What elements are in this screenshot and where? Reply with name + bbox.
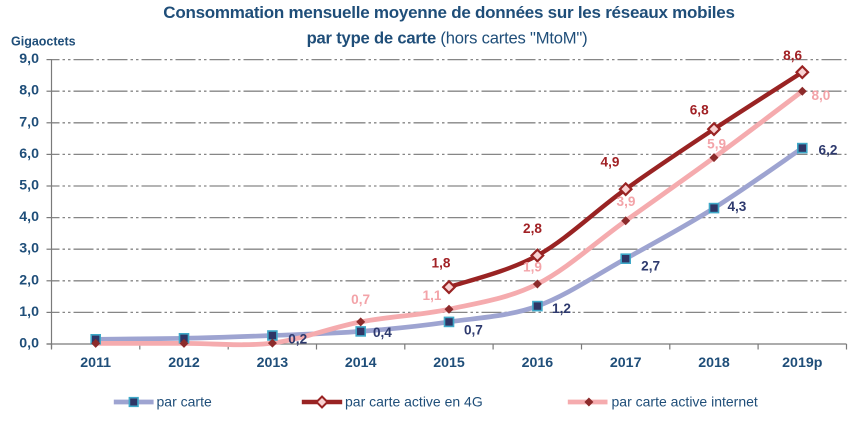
svg-text:5,9: 5,9 — [707, 136, 726, 151]
svg-text:1,8: 1,8 — [432, 256, 451, 271]
svg-text:1,2: 1,2 — [552, 301, 571, 316]
svg-text:2018: 2018 — [698, 355, 730, 371]
svg-text:4,0: 4,0 — [19, 209, 39, 225]
svg-text:Consommation mensuelle moyenne: Consommation mensuelle moyenne de donnée… — [163, 3, 734, 22]
svg-text:1,9: 1,9 — [523, 260, 542, 275]
svg-text:1,1: 1,1 — [423, 288, 442, 303]
svg-text:5,0: 5,0 — [19, 178, 39, 194]
svg-text:0,7: 0,7 — [351, 292, 370, 307]
svg-text:0,7: 0,7 — [464, 322, 483, 337]
svg-text:0,0: 0,0 — [19, 336, 39, 352]
svg-text:6,8: 6,8 — [690, 103, 709, 118]
svg-text:2014: 2014 — [345, 355, 377, 371]
svg-text:8,0: 8,0 — [811, 88, 830, 103]
svg-text:6,2: 6,2 — [819, 142, 838, 157]
svg-text:2017: 2017 — [610, 355, 642, 371]
svg-text:4,3: 4,3 — [727, 199, 746, 214]
svg-text:2011: 2011 — [80, 355, 111, 371]
svg-text:par carte: par carte — [157, 394, 212, 410]
svg-text:Gigaoctets: Gigaoctets — [11, 34, 76, 48]
svg-text:2015: 2015 — [433, 355, 465, 371]
svg-text:0,4: 0,4 — [373, 325, 392, 340]
svg-text:par carte active en 4G: par carte active en 4G — [345, 394, 483, 410]
svg-text:1,0: 1,0 — [19, 304, 39, 320]
svg-text:3,9: 3,9 — [617, 194, 636, 209]
svg-text:9,0: 9,0 — [19, 51, 39, 67]
svg-text:6,0: 6,0 — [19, 146, 39, 162]
svg-text:2012: 2012 — [168, 355, 200, 371]
svg-text:par type de carte (hors cartes: par type de carte (hors cartes "MtoM") — [307, 28, 588, 47]
svg-text:2,0: 2,0 — [19, 272, 39, 288]
svg-text:8,6: 8,6 — [783, 48, 802, 63]
svg-text:2,8: 2,8 — [523, 221, 542, 236]
svg-text:2,7: 2,7 — [641, 259, 660, 274]
svg-text:8,0: 8,0 — [19, 83, 39, 99]
svg-text:3,0: 3,0 — [19, 241, 39, 257]
svg-text:0,2: 0,2 — [288, 331, 307, 346]
svg-text:4,9: 4,9 — [601, 155, 620, 170]
svg-text:7,0: 7,0 — [19, 114, 39, 130]
svg-text:par carte active internet: par carte active internet — [612, 394, 758, 410]
svg-text:2013: 2013 — [257, 355, 289, 371]
svg-text:2016: 2016 — [522, 355, 554, 371]
svg-text:2019p: 2019p — [782, 355, 823, 371]
